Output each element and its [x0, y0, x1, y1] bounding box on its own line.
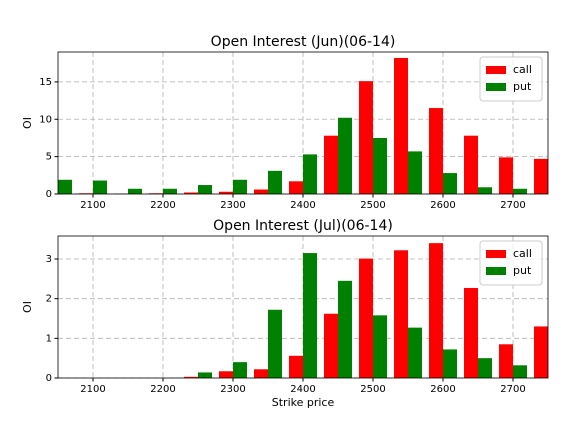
legend-frame	[479, 240, 543, 286]
bar	[233, 362, 247, 378]
bar	[289, 181, 303, 194]
legend-swatch	[486, 267, 506, 275]
y-axis-label: OI	[21, 117, 34, 129]
legend-swatch	[486, 66, 506, 74]
bar	[513, 365, 527, 378]
bar	[198, 185, 212, 194]
y-tick-label: 5	[46, 152, 52, 163]
legend-swatch	[486, 250, 506, 258]
x-tick-label: 2300	[220, 384, 245, 395]
x-tick-label: 2100	[80, 200, 105, 211]
bar	[324, 135, 338, 194]
legend-swatch	[486, 83, 506, 91]
subplot: Open Interest (Jun)(06-14) 2100 2200 2300 24…	[21, 34, 549, 211]
bar	[219, 371, 233, 378]
x-tick-label: 2500	[360, 384, 385, 395]
legend: call put	[479, 56, 543, 102]
bar	[198, 372, 212, 378]
subplot: Open Interest (Jul)(06-14) 2100 2200 2300 24…	[21, 218, 549, 409]
bar	[499, 344, 513, 378]
bar	[303, 154, 317, 194]
legend: call put	[479, 240, 543, 286]
bar	[338, 117, 352, 194]
x-axis-label: Strike price	[272, 396, 335, 409]
bar	[163, 188, 177, 194]
x-tick-label: 2600	[430, 200, 455, 211]
bar	[464, 135, 478, 194]
bar	[233, 179, 247, 194]
x-tick-label: 2200	[150, 200, 175, 211]
bar	[359, 81, 373, 194]
y-tick-label: 3	[46, 254, 52, 265]
bar	[443, 349, 457, 378]
x-tick-label: 2300	[220, 200, 245, 211]
y-tick-label: 1	[46, 333, 52, 344]
legend-frame	[479, 56, 543, 102]
bar	[513, 188, 527, 194]
bar	[373, 315, 387, 378]
x-tick-label: 2400	[290, 200, 315, 211]
bar	[534, 158, 548, 194]
bar	[254, 369, 268, 378]
bar	[408, 327, 422, 378]
bar	[478, 358, 492, 378]
x-tick-label: 2400	[290, 384, 315, 395]
y-tick-label: 10	[39, 114, 52, 125]
x-tick-label: 2500	[360, 200, 385, 211]
x-tick-label: 2700	[500, 200, 525, 211]
bar	[268, 170, 282, 194]
bar	[324, 313, 338, 378]
y-tick-label: 0	[46, 189, 52, 200]
plot-frame	[57, 51, 549, 195]
bar	[303, 253, 317, 378]
x-tick-label: 2600	[430, 384, 455, 395]
y-tick-label: 2	[46, 294, 52, 305]
y-axis-label: OI	[21, 301, 34, 313]
bar	[394, 57, 408, 194]
bar	[359, 258, 373, 378]
bar	[93, 180, 107, 194]
legend-label: call	[513, 63, 532, 76]
bar	[254, 189, 268, 194]
y-tick-label: 15	[39, 77, 52, 88]
x-tick-label: 2700	[500, 384, 525, 395]
chart-title: Open Interest (Jun)(06-14)	[211, 34, 396, 50]
bar	[184, 192, 198, 194]
bar	[478, 187, 492, 194]
y-tick-label: 0	[46, 373, 52, 384]
bar	[443, 173, 457, 194]
bar	[534, 326, 548, 378]
bars	[58, 57, 548, 194]
bar	[429, 108, 443, 194]
x-tick-label: 2100	[80, 384, 105, 395]
bar	[373, 137, 387, 194]
bar	[429, 243, 443, 378]
legend-label: call	[513, 247, 532, 260]
bar	[394, 250, 408, 378]
bar	[58, 179, 72, 194]
bar	[268, 309, 282, 378]
bar	[128, 188, 142, 194]
bars	[184, 243, 548, 378]
chart-title: Open Interest (Jul)(06-14)	[213, 218, 393, 234]
bar	[464, 287, 478, 378]
bar	[289, 355, 303, 378]
legend-label: put	[513, 264, 532, 277]
bar	[184, 376, 198, 378]
x-tick-label: 2200	[150, 384, 175, 395]
bar	[499, 157, 513, 194]
bar	[219, 191, 233, 194]
legend-label: put	[513, 80, 532, 93]
bar	[338, 280, 352, 378]
plot-frame	[57, 235, 549, 379]
bar	[408, 151, 422, 194]
